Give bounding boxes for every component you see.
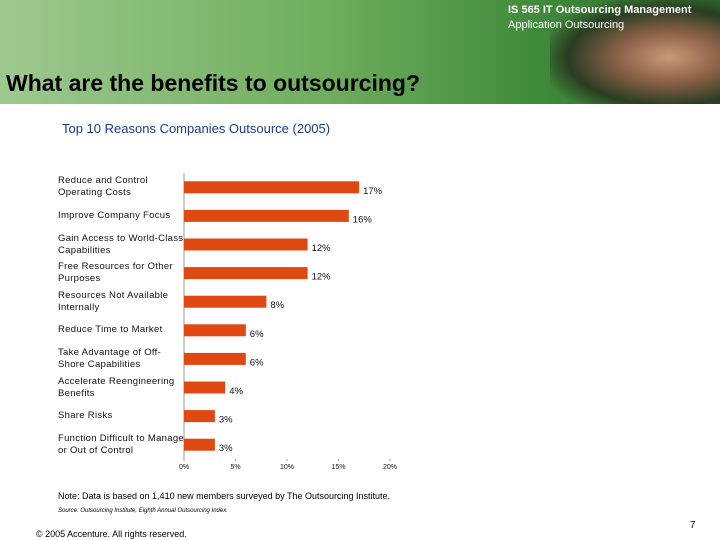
note: Note: Data is based on 1,410 new members… bbox=[58, 491, 391, 501]
value-label: 12% bbox=[312, 243, 332, 254]
value-label: 3% bbox=[219, 415, 233, 426]
footer: © 2005 Accenture. All rights reserved. bbox=[36, 529, 187, 539]
course-title: IS 565 IT Outsourcing Management bbox=[508, 4, 692, 16]
bar bbox=[184, 381, 226, 394]
x-tick-label: 0% bbox=[179, 464, 189, 471]
value-label: 12% bbox=[312, 272, 332, 283]
bar bbox=[184, 352, 246, 365]
category-label: Resources Not Available Internally bbox=[58, 289, 169, 313]
bar bbox=[184, 410, 215, 423]
bar bbox=[184, 238, 308, 251]
x-tick-label: 10% bbox=[280, 464, 294, 471]
bar bbox=[184, 438, 215, 451]
value-label: 4% bbox=[229, 386, 243, 397]
x-tick-label: 5% bbox=[230, 464, 240, 471]
bar bbox=[184, 209, 349, 222]
category-label: Take Advantage of Off-Shore Capabilities bbox=[58, 346, 162, 370]
value-label: 8% bbox=[270, 300, 284, 311]
category-label: Function Difficult to Manage or Out of C… bbox=[58, 432, 184, 456]
category-label: Accelerate Reengineering Benefits bbox=[58, 375, 175, 399]
bar bbox=[184, 267, 308, 280]
category-label: Reduce and Control Operating Costs bbox=[58, 175, 148, 199]
value-label: 6% bbox=[250, 357, 264, 368]
category-label: Free Resources for Other Purposes bbox=[58, 261, 173, 285]
value-label: 17% bbox=[363, 186, 383, 197]
category-label: Reduce Time to Market bbox=[58, 324, 163, 336]
bar bbox=[184, 295, 267, 308]
bar bbox=[184, 181, 360, 194]
source: Source: Outsourcing Institute, Eighth An… bbox=[58, 508, 228, 514]
value-label: 6% bbox=[250, 329, 264, 340]
topic: Application Outsourcing bbox=[508, 19, 625, 31]
chart-title: Top 10 Reasons Companies Outsource (2005… bbox=[62, 121, 331, 136]
value-label: 16% bbox=[353, 214, 373, 225]
x-tick-label: 20% bbox=[383, 464, 397, 471]
bar bbox=[184, 324, 246, 337]
slide-title: What are the benefits to outsourcing? bbox=[6, 70, 421, 96]
category-label: Gain Access to World-Class Capabilities bbox=[58, 232, 184, 256]
value-label: 3% bbox=[219, 443, 233, 454]
category-label: Share Risks bbox=[58, 410, 113, 422]
page-number: 7 bbox=[690, 520, 696, 531]
header-photo bbox=[550, 0, 720, 104]
x-tick-label: 15% bbox=[331, 464, 345, 471]
category-label: Improve Company Focus bbox=[58, 209, 171, 221]
